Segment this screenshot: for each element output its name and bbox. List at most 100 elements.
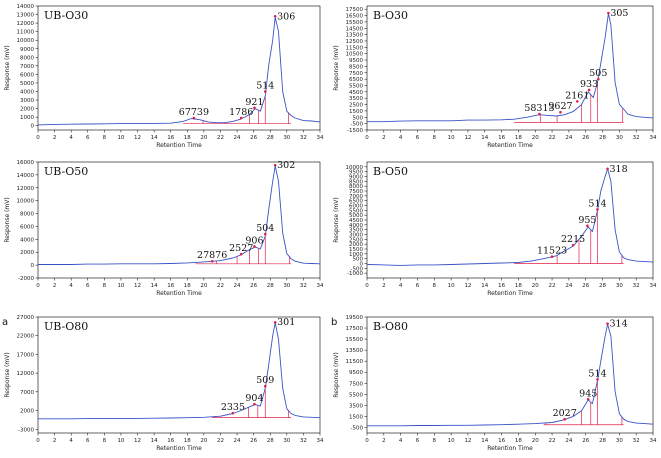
plot-frame — [37, 161, 321, 279]
x-tick-label: 26 — [582, 283, 589, 289]
plot-frame — [37, 5, 321, 131]
y-axis-title: Response (mV) — [333, 45, 340, 90]
y-tick-label: 9500 — [349, 170, 363, 176]
peak-label: 27876 — [197, 250, 227, 261]
chromatogram-trace — [37, 16, 321, 126]
x-tick-label: 8 — [103, 135, 107, 141]
y-tick-label: 17500 — [346, 326, 364, 332]
y-tick-label: 17000 — [17, 352, 35, 358]
x-tick-label: 8 — [433, 283, 437, 289]
x-tick-label: 16 — [498, 283, 505, 289]
x-tick-label: 18 — [515, 283, 522, 289]
y-tick-label: 7000 — [20, 390, 34, 396]
x-tick-label: 6 — [416, 135, 420, 141]
y-tick-label: 7500 — [349, 381, 363, 387]
peak-marker — [263, 384, 267, 388]
panel-letter: a — [2, 317, 8, 328]
panel-title: B-O50 — [373, 165, 408, 178]
x-tick-label: 12 — [134, 283, 141, 289]
y-tick-label: 5000 — [20, 81, 34, 87]
y-tick-label: 13500 — [346, 348, 364, 354]
x-tick-label: 32 — [300, 135, 307, 141]
x-tick-label: 30 — [283, 438, 290, 444]
peak-marker — [273, 320, 277, 324]
peak-label: 306 — [277, 11, 295, 22]
x-tick-label: 24 — [234, 283, 241, 289]
y-tick-label: 12000 — [17, 21, 35, 27]
y-tick-label: -1000 — [347, 271, 363, 277]
x-tick-label: 32 — [633, 438, 640, 444]
y-tick-label: 10500 — [346, 52, 364, 58]
y-tick-label: 9500 — [349, 370, 363, 376]
y-tick-label: 3500 — [349, 96, 363, 102]
x-tick-label: 24 — [234, 135, 241, 141]
plot-frame — [366, 316, 654, 434]
x-tick-label: 28 — [599, 438, 606, 444]
peak-marker — [273, 14, 277, 18]
y-tick-label: 6000 — [20, 72, 34, 78]
y-tick-label: 1000 — [349, 252, 363, 258]
x-tick-label: 8 — [103, 283, 107, 289]
y-tick-label: 6000 — [349, 204, 363, 210]
chromatogram-trace — [367, 13, 654, 123]
x-tick-label: 22 — [217, 438, 224, 444]
peak-label: 904 — [245, 393, 263, 404]
y-tick-label: 6000 — [20, 224, 34, 230]
x-tick-label: 14 — [481, 283, 488, 289]
peak-label: 2527 — [229, 243, 253, 254]
x-tick-label: 24 — [234, 438, 241, 444]
x-tick-label: 6 — [416, 283, 420, 289]
x-tick-label: 14 — [151, 135, 158, 141]
x-axis-title: Retention Time — [487, 290, 533, 297]
x-tick-label: 20 — [532, 283, 539, 289]
y-axis-title: Response (mV) — [4, 352, 11, 397]
chromatogram-trace — [367, 323, 654, 427]
peak-marker — [597, 77, 600, 81]
x-tick-label: 14 — [481, 438, 488, 444]
y-tick-label: 9500 — [349, 58, 363, 64]
x-tick-label: 20 — [532, 438, 539, 444]
x-tick-label: 30 — [283, 283, 290, 289]
chart-panel-2: 0 2 4 6 8 10 12 14 16 18 20 22 24 26 28 30 32 34-1500-500… — [333, 5, 657, 149]
x-tick-label: 2 — [53, 283, 57, 289]
x-tick-label: 4 — [399, 438, 403, 444]
x-tick-label: 20 — [200, 438, 207, 444]
peak-marker — [571, 243, 575, 247]
x-tick-label: 24 — [565, 283, 572, 289]
x-tick-label: 16 — [167, 438, 174, 444]
x-tick-label: 34 — [317, 283, 324, 289]
x-tick-label: 26 — [582, 438, 589, 444]
x-tick-label: 0 — [36, 283, 40, 289]
peak-label: 945 — [579, 388, 597, 399]
peak-label: 305 — [610, 8, 628, 19]
y-tick-label: -3000 — [18, 427, 34, 433]
peak-label: 58313 — [524, 103, 554, 114]
peak-label: 933 — [580, 79, 598, 90]
x-tick-label: 10 — [117, 135, 124, 141]
x-tick-label: 34 — [317, 438, 324, 444]
peak-marker — [239, 252, 243, 256]
x-tick-label: 8 — [103, 438, 107, 444]
x-tick-label: 2 — [53, 438, 57, 444]
x-tick-label: 14 — [151, 283, 158, 289]
x-tick-label: 24 — [565, 135, 572, 141]
x-axis-title: Retention Time — [487, 142, 533, 149]
x-tick-label: 6 — [86, 438, 90, 444]
y-tick-label: 15500 — [346, 337, 364, 343]
chart-panel-4: 0 2 4 6 8 10 12 14 16 18 20 22 24 26 28 30 32 34-1000-500… — [333, 161, 657, 297]
y-axis-title: Response (mV) — [333, 352, 340, 397]
x-tick-label: 18 — [515, 438, 522, 444]
y-tick-label: 2500 — [349, 237, 363, 243]
x-tick-label: 12 — [464, 283, 471, 289]
x-tick-label: 30 — [616, 283, 623, 289]
y-tick-label: 1500 — [349, 109, 363, 115]
y-tick-label: -500 — [351, 425, 364, 431]
peak-marker — [586, 224, 589, 228]
x-tick-label: 0 — [36, 438, 40, 444]
peak-label: 1786 — [229, 107, 253, 118]
y-tick-label: 2000 — [20, 409, 34, 415]
y-tick-label: 10000 — [17, 38, 35, 44]
x-tick-label: 4 — [69, 438, 73, 444]
peak-label: 314 — [610, 319, 628, 330]
x-tick-label: 32 — [300, 438, 307, 444]
